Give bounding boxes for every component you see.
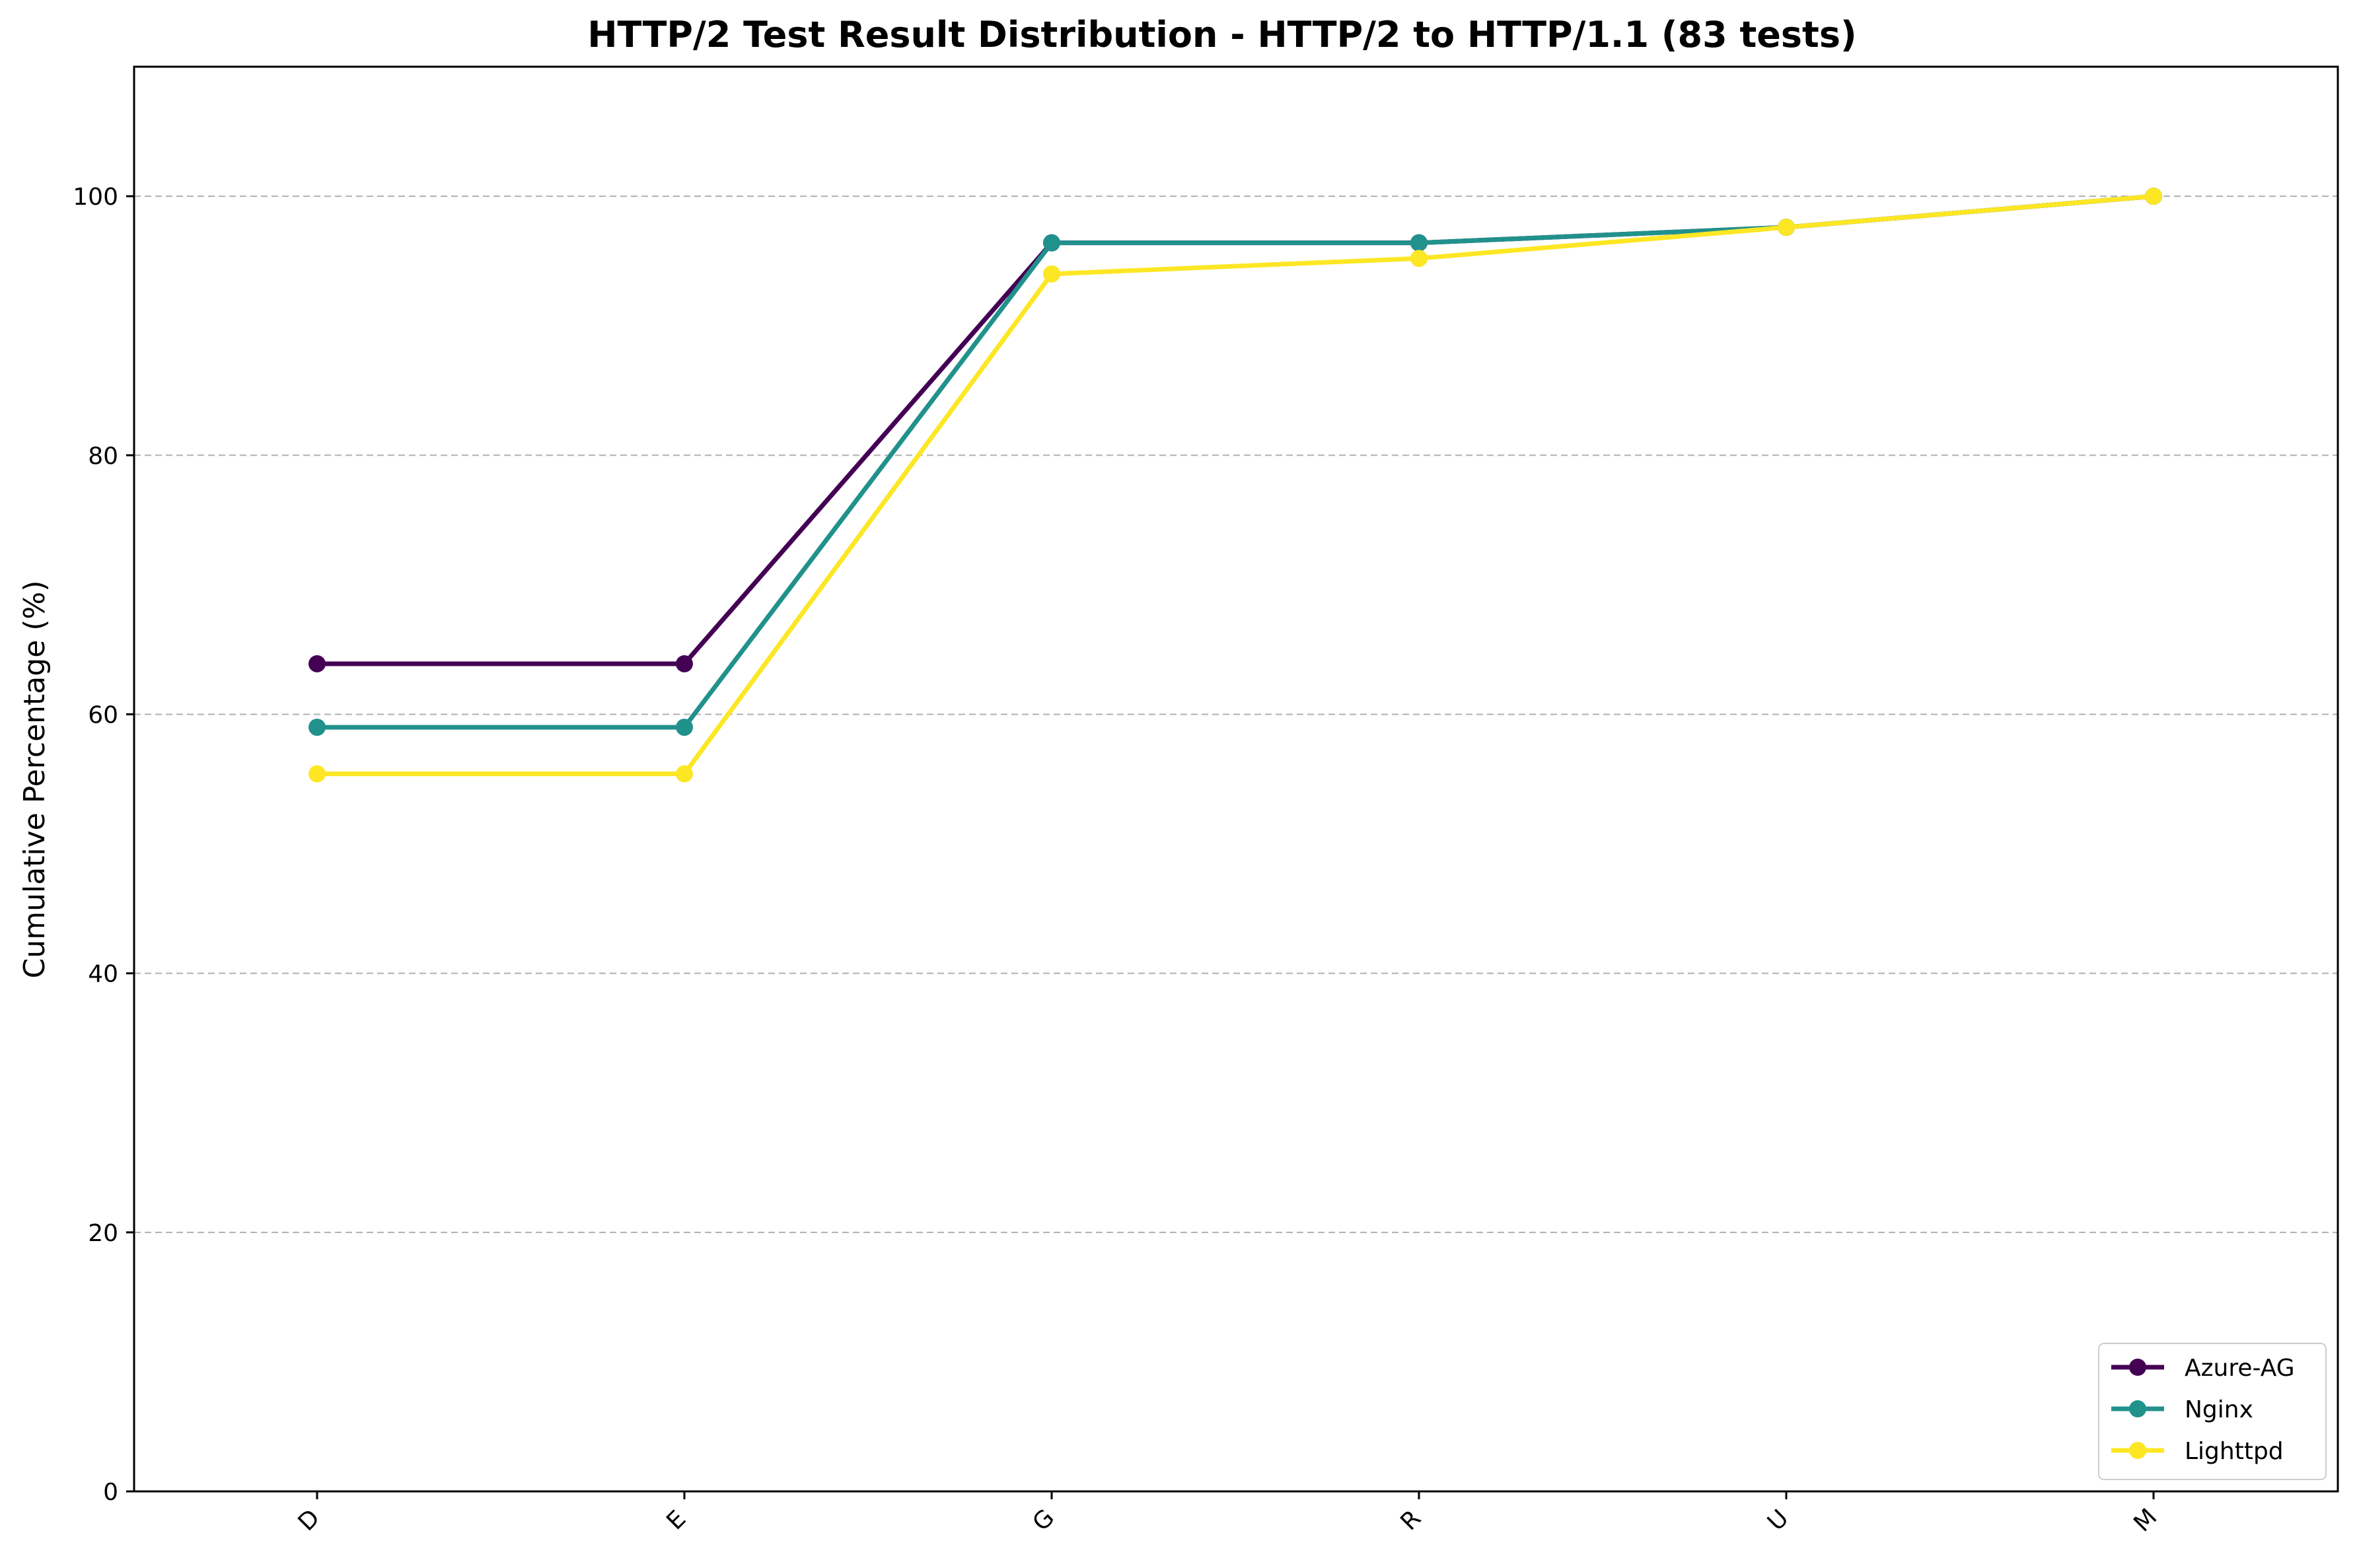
data-point-nginx — [1410, 234, 1428, 252]
grid-lines — [134, 196, 2338, 1233]
data-point-lighttpd — [676, 765, 693, 783]
legend-swatch-marker — [2129, 1359, 2146, 1376]
data-point-lighttpd — [2145, 188, 2162, 205]
data-point-nginx — [676, 719, 693, 736]
plot-frame — [133, 65, 2339, 1493]
data-point-azure-ag — [676, 655, 693, 672]
legend: Azure-AG Nginx Lighttpd — [2098, 1343, 2327, 1480]
data-point-lighttpd — [1043, 265, 1060, 283]
y-tick-label: 100 — [73, 184, 118, 211]
data-point-nginx — [308, 719, 326, 736]
y-tick-label: 20 — [88, 1220, 118, 1247]
y-tick-label: 60 — [88, 701, 118, 729]
legend-label-nginx: Nginx — [2185, 1396, 2253, 1423]
series-line-lighttpd — [317, 194, 2154, 777]
y-tick-label: 0 — [103, 1479, 118, 1506]
y-tick-label: 80 — [88, 443, 118, 470]
y-tick-label: 40 — [88, 961, 118, 988]
legend-box — [2098, 1343, 2327, 1480]
data-point-azure-ag — [308, 655, 326, 672]
data-point-lighttpd — [1410, 250, 1428, 267]
y-axis-label: Cumulative Percentage (%) — [18, 581, 52, 979]
legend-label-lighttpd: Lighttpd — [2185, 1438, 2284, 1465]
legend-label-azure-ag: Azure-AG — [2185, 1355, 2295, 1382]
chart-title: HTTP/2 Test Result Distribution - HTTP/2… — [587, 14, 1856, 55]
data-point-lighttpd — [1778, 219, 1795, 236]
data-point-nginx — [1043, 234, 1060, 252]
series-lines — [308, 188, 2162, 783]
data-point-lighttpd — [308, 765, 326, 783]
legend-swatch-marker — [2129, 1400, 2146, 1417]
legend-swatch-marker — [2129, 1442, 2146, 1459]
